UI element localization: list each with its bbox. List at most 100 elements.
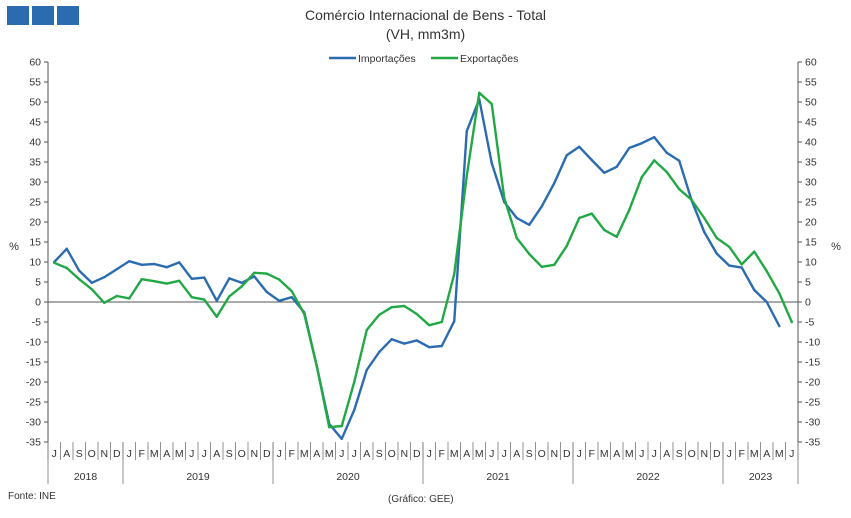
y-axis-label-left: % [9,241,19,253]
data-point-series-2 [503,196,506,200]
data-point-series-2 [415,312,418,316]
y-tick-label-right: 10 [805,257,817,269]
data-point-series-1 [715,252,718,255]
y-tick-label-right: 15 [805,237,817,249]
x-month-label: M [600,448,609,460]
x-month-label: M [625,448,634,460]
data-point-series-1 [165,266,168,269]
data-point-series-2 [628,208,631,212]
data-point-series-2 [128,297,131,300]
data-point-series-2 [440,320,443,324]
data-point-series-2 [303,312,306,316]
y-tick-label-right: -20 [805,377,820,389]
y-tick-label-left: 10 [29,257,41,269]
x-month-label: M [775,448,784,460]
data-point-series-1 [740,266,743,269]
x-month-label: J [202,448,207,460]
series-line-1 [53,97,781,440]
data-point-series-2 [228,295,231,298]
data-point-series-1 [265,290,268,294]
legend-label-2: Exportações [460,53,518,65]
brand-logo-block-1 [7,6,29,25]
data-point-series-1 [128,260,131,263]
data-point-series-2 [403,304,406,308]
data-point-series-1 [378,350,381,354]
x-month-label: J [577,448,582,460]
y-tick-label-right: 45 [805,117,817,129]
x-month-label: J [789,448,794,460]
data-point-series-2 [553,263,556,266]
data-point-series-1 [203,276,206,279]
y-tick-label-left: 55 [29,77,41,89]
data-point-series-2 [428,324,431,327]
data-point-series-2 [665,170,668,174]
y-tick-label-right: 0 [805,297,811,309]
x-month-label: A [163,448,170,460]
x-month-label: F [139,448,145,460]
x-month-label: A [463,448,470,460]
y-tick-label-right: 20 [805,217,817,229]
data-point-series-2 [478,91,481,95]
y-tick-label-right: -25 [805,397,820,409]
x-month-label: S [676,448,683,460]
x-month-label: A [363,448,370,460]
x-month-label: F [439,448,445,460]
x-month-label: F [739,448,745,460]
x-month-label: N [400,448,408,460]
chart-title: Comércio Internacional de Bens - Total [305,7,546,23]
data-point-series-1 [103,276,106,279]
data-point-series-1 [528,223,531,226]
y-tick-label-left: -20 [26,377,41,389]
y-tick-label-left: 20 [29,217,41,229]
data-point-series-2 [265,272,268,275]
legend-label-1: Importações [358,53,416,65]
data-point-series-2 [740,263,743,266]
data-point-series-1 [90,281,93,284]
x-month-label: J [277,448,282,460]
data-point-series-1 [78,269,81,272]
x-month-label: J [652,448,657,460]
data-point-series-2 [640,176,643,179]
x-year-label: 2018 [74,471,98,483]
data-point-series-1 [465,130,468,133]
brand-logo-block-3 [57,6,79,25]
x-month-label: A [513,448,520,460]
x-month-label: D [713,448,721,460]
x-month-label: D [413,448,421,460]
data-point-series-2 [603,228,606,232]
data-point-series-2 [540,265,543,268]
x-month-label: J [339,448,344,460]
x-month-label: A [213,448,220,460]
y-tick-label-right: 60 [805,57,817,69]
data-point-series-2 [328,426,331,429]
brand-logo-block-2 [32,6,54,25]
data-point-series-2 [340,424,343,428]
y-tick-label-left: 60 [29,57,41,69]
x-month-label: J [489,448,494,460]
x-month-label: J [727,448,732,460]
data-point-series-1 [615,165,618,168]
x-month-label: O [238,448,246,460]
y-tick-label-left: -30 [26,417,41,429]
x-month-label: J [502,448,507,460]
x-month-label: A [763,448,770,460]
data-point-series-2 [53,261,56,264]
data-point-series-2 [465,174,468,178]
y-tick-label-left: -35 [26,437,41,449]
x-month-label: N [550,448,558,460]
x-month-label: N [100,448,108,460]
data-point-series-1 [428,346,431,349]
data-point-series-2 [528,252,531,256]
data-point-series-2 [490,102,493,106]
y-tick-label-left: 35 [29,157,41,169]
y-tick-label-right: 30 [805,177,817,189]
data-point-series-1 [765,300,768,304]
data-point-series-2 [728,245,731,248]
data-point-series-2 [178,279,181,282]
data-point-series-1 [628,146,631,150]
x-month-label: O [538,448,546,460]
data-point-series-2 [765,270,768,273]
x-month-label: O [88,448,96,460]
x-month-label: S [526,448,533,460]
data-point-series-1 [678,159,681,162]
